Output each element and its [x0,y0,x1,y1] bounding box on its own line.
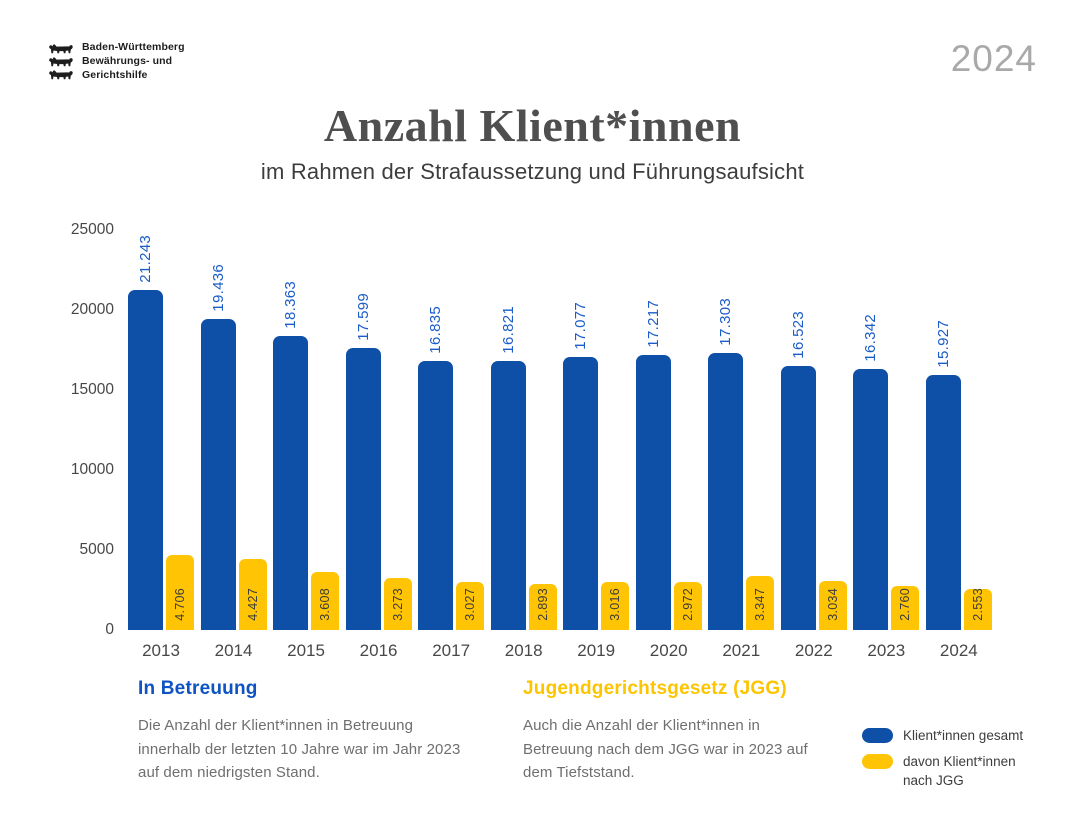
bw-logo: Baden-Württemberg Bewährungs- und Gerich… [48,41,185,83]
bar-group-2017: 16.835 3.027 2017 [418,230,485,660]
total-bar [780,366,816,630]
x-axis-year-label: 2016 [359,641,398,660]
jgg-bar: 3.608 [311,572,340,630]
total-bar [708,353,744,630]
jgg-value-label: 3.034 [825,588,840,621]
x-axis-year-label: 2013 [142,641,180,660]
total-value-label: 17.217 [644,300,662,348]
logo-line-1: Baden-Württemberg [82,41,185,53]
chart-legend: Klient*innen gesamt davon Klient*innen n… [862,727,1028,791]
total-value-label: 16.835 [427,306,445,354]
bar-group-2015: 18.363 3.608 2015 [273,230,340,660]
legend-label: davon Klient*innen nach JGG [903,753,1016,788]
jgg-value-label: 3.016 [608,588,623,621]
section-body-betreuung: Die Anzahl der Klient*innen in Betreuung… [138,717,461,782]
total-value-label: 17.077 [572,302,590,350]
jgg-value-label: 2.760 [898,588,913,621]
x-axis-year-label: 2015 [287,641,325,660]
page-title: Anzahl Klient*innen [323,100,742,151]
legend-swatch-yellow [862,753,893,769]
y-axis-tick-label: 5000 [79,541,114,558]
total-bar [925,375,961,630]
total-value-label: 18.363 [282,281,300,329]
x-axis-year-label: 2017 [432,641,471,660]
jgg-bar: 3.034 [818,581,847,630]
report-year: 2024 [950,38,1037,79]
jgg-bar: 3.027 [456,582,485,630]
x-axis-year-label: 2023 [867,641,906,660]
jgg-bar: 2.553 [963,588,992,630]
x-axis-year-label: 2024 [939,641,978,660]
legend-item-jgg: davon Klient*innen nach JGG [862,753,1028,791]
x-axis-year-label: 2022 [794,641,833,660]
section-heading-betreuung: In Betreuung [138,678,258,699]
total-value-label: 19.436 [209,264,227,312]
bar-group-2014: 19.436 4.427 2014 [200,230,267,660]
bw-three-lions-icon [48,43,74,81]
total-bar [853,369,889,630]
total-bar [418,361,454,630]
y-axis-tick-label: 25000 [70,221,114,238]
x-axis-year-label: 2021 [722,641,761,660]
jgg-value-label: 3.608 [318,588,333,621]
y-axis-tick-label: 20000 [70,301,114,318]
section-body-jgg: Auch die Anzahl der Klient*innen in Betr… [523,717,808,782]
jgg-value-label: 2.972 [680,588,695,621]
x-axis-year-label: 2020 [649,641,688,660]
bar-group-2019: 17.077 3.016 2019 [563,230,630,660]
y-axis-tick-label: 15000 [70,381,114,398]
jgg-bar: 3.273 [383,578,412,630]
bar-group-2023: 16.342 2.760 2023 [853,230,920,660]
total-bar [200,319,236,630]
total-bar [273,336,309,630]
total-bar [345,348,381,630]
bar-group-2024: 15.927 2.553 2024 [925,230,992,660]
total-value-label: 16.821 [499,306,517,354]
jgg-value-label: 4.706 [173,588,187,621]
total-value-label: 21.243 [137,235,154,283]
total-bar [490,361,526,630]
jgg-value-label: 3.347 [753,588,768,621]
legend-label: Klient*innen gesamt [903,728,1024,743]
x-axis-year-label: 2018 [504,641,543,660]
bar-group-2013: 21.243 4.706 2013 [128,230,194,660]
jgg-bar: 4.427 [238,559,267,630]
legend-item-gesamt: Klient*innen gesamt [862,727,1028,746]
page-subtitle: im Rahmen der Strafaussetzung und Führun… [260,159,805,184]
jgg-value-label: 2.893 [535,588,550,621]
bar-group-2022: 16.523 3.034 2022 [780,230,847,660]
total-value-label: 16.523 [789,311,807,359]
total-bar [635,355,671,630]
legend-swatch-blue [862,728,893,743]
jgg-value-label: 2.553 [970,588,985,621]
total-value-label: 15.927 [934,320,952,368]
bar-group-2020: 17.217 2.972 2020 [635,230,702,660]
total-bar [128,290,163,630]
y-axis-tick-label: 10000 [70,461,114,478]
jgg-bar: 3.016 [601,582,630,630]
jgg-value-label: 3.273 [390,588,405,621]
jgg-value-label: 3.027 [463,588,478,621]
jgg-bar: 2.972 [673,582,702,630]
bar-chart: 0 5000 10000 15000 20000 25000 21.243 4.706 2013… [71,221,992,660]
section-heading-jgg: Jugendgerichtsgesetz (JGG) [523,678,787,699]
logo-line-2: Bewährungs- und [82,54,173,67]
jgg-value-label: 4.427 [245,588,260,621]
x-axis-year-label: 2019 [577,641,616,660]
x-axis-year-label: 2014 [214,641,253,660]
total-value-label: 17.303 [717,298,735,346]
bar-group-2016: 17.599 3.273 2016 [345,230,412,660]
jgg-bar: 3.347 [746,576,775,630]
logo-line-3: Gerichtshilfe [82,68,148,81]
total-value-label: 16.342 [862,314,880,362]
total-bar [563,357,599,630]
y-axis-tick-label: 0 [105,621,114,638]
jgg-bar: 2.893 [528,584,557,630]
bar-group-2021: 17.303 3.347 2021 [708,230,775,660]
jgg-bar: 4.706 [166,555,194,630]
jgg-bar: 2.760 [891,586,920,630]
total-value-label: 17.599 [354,293,372,341]
bar-group-2018: 16.821 2.893 2018 [490,230,557,660]
